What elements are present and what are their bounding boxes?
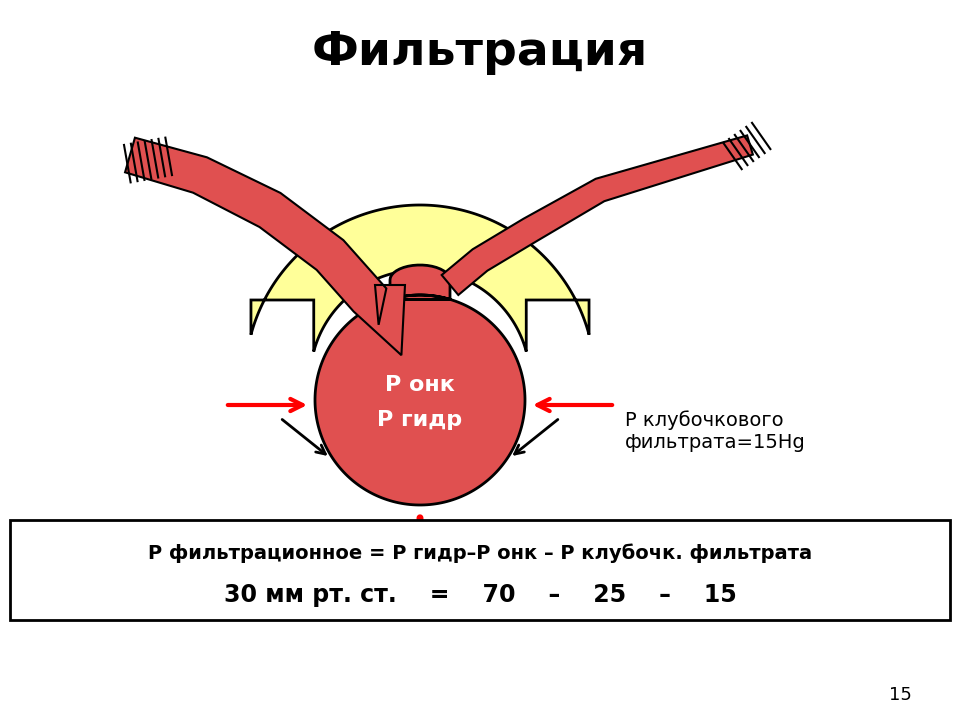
Text: 30 мм рт. ст.    =    70    –    25    –    15: 30 мм рт. ст. = 70 – 25 – 15 (224, 583, 736, 607)
Text: Р фильтрационное = Р гидр–Р онк – Р клубочк. фильтрата: Р фильтрационное = Р гидр–Р онк – Р клуб… (148, 543, 812, 563)
Text: Р онк: Р онк (385, 375, 455, 395)
Polygon shape (251, 205, 589, 351)
Polygon shape (315, 265, 525, 505)
Text: Р клубочкового
фильтрата=15Hg: Р клубочкового фильтрата=15Hg (625, 410, 805, 452)
Text: Фильтрация: Фильтрация (312, 30, 648, 74)
Polygon shape (442, 135, 753, 295)
Text: Р гидр: Р гидр (377, 410, 463, 430)
Text: 15: 15 (889, 686, 911, 704)
Polygon shape (125, 138, 405, 355)
Bar (10, 520, 950, 620)
